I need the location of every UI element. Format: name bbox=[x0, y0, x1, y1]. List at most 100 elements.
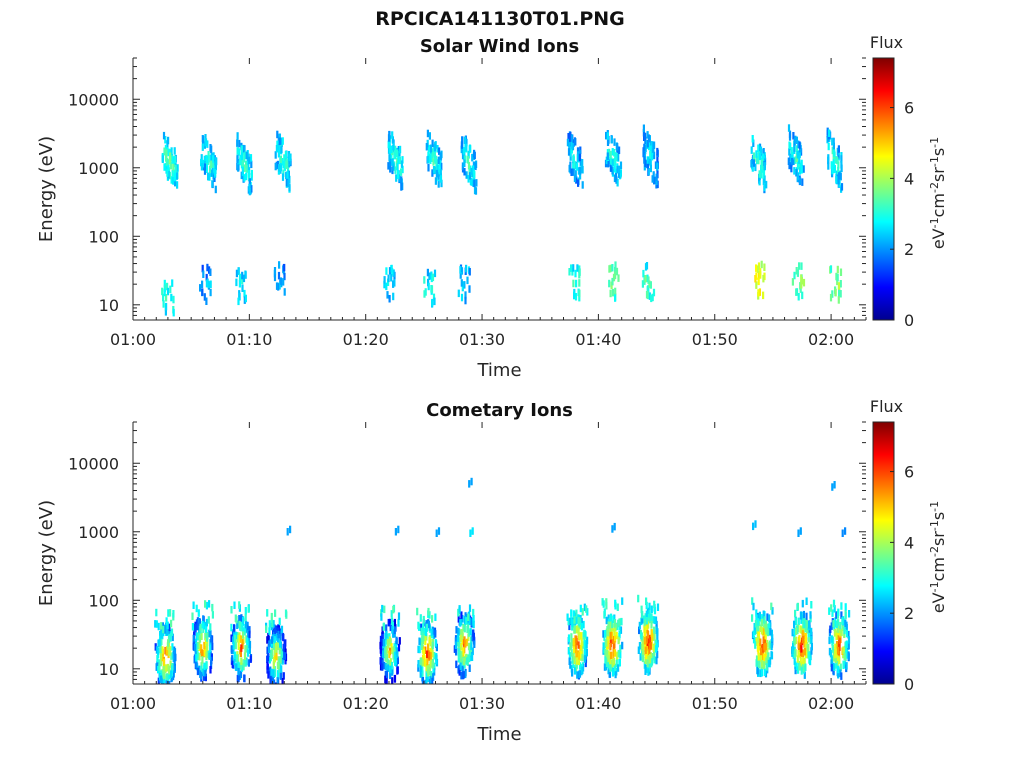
data-cell bbox=[840, 183, 844, 191]
data-cell bbox=[196, 622, 199, 631]
data-cell bbox=[837, 608, 840, 617]
data-cell bbox=[173, 172, 176, 181]
data-cell bbox=[612, 648, 615, 657]
data-cell bbox=[431, 649, 434, 658]
data-cell bbox=[646, 286, 649, 294]
data-cell bbox=[836, 277, 839, 286]
data-cell bbox=[800, 626, 803, 634]
data-cell bbox=[611, 148, 614, 156]
y-tick-label: 10000 bbox=[68, 90, 119, 109]
data-cell bbox=[240, 657, 243, 665]
data-cell bbox=[391, 668, 394, 676]
data-cell bbox=[401, 156, 404, 164]
data-cell bbox=[642, 641, 645, 649]
data-cell bbox=[839, 290, 842, 298]
data-cell bbox=[201, 656, 204, 664]
data-cell bbox=[755, 659, 758, 667]
data-cell bbox=[424, 646, 427, 654]
data-cell bbox=[463, 624, 466, 633]
data-cell bbox=[397, 612, 401, 620]
data-cell bbox=[614, 261, 617, 269]
data-cell bbox=[158, 638, 161, 647]
data-cell bbox=[646, 607, 650, 616]
data-cell bbox=[281, 158, 284, 166]
data-cell bbox=[437, 180, 440, 188]
data-cell bbox=[248, 640, 252, 649]
data-cell bbox=[838, 289, 841, 297]
data-cell bbox=[273, 636, 276, 644]
data-cell bbox=[570, 134, 574, 142]
data-cell bbox=[463, 636, 466, 644]
data-cell bbox=[648, 602, 651, 611]
data-cell bbox=[804, 636, 807, 644]
data-cell bbox=[770, 651, 773, 659]
data-cell bbox=[387, 140, 390, 149]
colorbar: 0 2 4 6 Flux eV-1cm-2sr-1s-1 bbox=[870, 397, 948, 694]
data-cell bbox=[434, 630, 437, 638]
data-cell bbox=[174, 155, 177, 164]
data-cell bbox=[460, 671, 463, 680]
data-cell bbox=[617, 636, 620, 645]
data-cell bbox=[607, 654, 610, 663]
data-cell bbox=[166, 169, 169, 177]
data-cell bbox=[617, 649, 620, 658]
data-cell bbox=[400, 168, 403, 176]
data-cell bbox=[752, 139, 755, 147]
data-cell bbox=[758, 643, 761, 651]
data-cell bbox=[798, 663, 801, 671]
data-cell bbox=[790, 157, 794, 166]
data-cell bbox=[470, 642, 473, 650]
data-cell bbox=[753, 623, 756, 631]
data-cell bbox=[421, 670, 424, 678]
data-cell bbox=[770, 642, 773, 651]
data-cell bbox=[611, 631, 614, 640]
data-cell bbox=[653, 651, 656, 659]
data-cell bbox=[458, 605, 461, 613]
data-cell bbox=[173, 657, 176, 666]
data-cell bbox=[793, 638, 796, 646]
data-cell bbox=[575, 649, 578, 657]
data-cell bbox=[810, 642, 813, 651]
data-cell bbox=[570, 141, 573, 150]
data-cell bbox=[418, 645, 421, 654]
data-cell bbox=[470, 167, 473, 176]
data-cell bbox=[647, 134, 650, 142]
data-cell bbox=[762, 636, 765, 644]
data-cell bbox=[580, 642, 583, 651]
data-cell bbox=[400, 183, 403, 191]
data-cell bbox=[771, 607, 774, 615]
data-cell bbox=[757, 632, 760, 640]
data-cell bbox=[280, 665, 283, 673]
data-cell bbox=[457, 655, 460, 663]
data-cell bbox=[168, 680, 171, 684]
data-cell bbox=[391, 621, 394, 630]
data-cell bbox=[270, 612, 273, 621]
data-cell bbox=[273, 267, 277, 275]
data-cell bbox=[797, 162, 800, 170]
data-cell bbox=[572, 154, 575, 162]
data-cell bbox=[242, 274, 246, 283]
data-cell bbox=[169, 161, 173, 170]
data-cell bbox=[460, 293, 464, 302]
data-cell bbox=[241, 631, 245, 639]
data-cell bbox=[197, 609, 200, 617]
data-cell bbox=[424, 637, 427, 646]
data-cell bbox=[653, 606, 657, 615]
data-cell bbox=[205, 638, 208, 646]
data-cell bbox=[793, 620, 796, 629]
data-cell bbox=[172, 610, 175, 618]
data-cell bbox=[797, 293, 800, 301]
data-cell bbox=[568, 268, 571, 276]
data-cell bbox=[246, 625, 249, 633]
data-cell bbox=[836, 273, 839, 282]
data-cell bbox=[279, 630, 282, 638]
data-cell bbox=[572, 168, 575, 176]
data-cell bbox=[425, 633, 428, 641]
data-cell bbox=[473, 640, 476, 648]
data-cell bbox=[469, 529, 472, 537]
data-cell bbox=[613, 138, 616, 146]
y-tick-label: 1000 bbox=[78, 159, 119, 178]
data-cell bbox=[400, 176, 403, 184]
data-cell bbox=[205, 297, 208, 305]
data-cell bbox=[841, 529, 844, 537]
